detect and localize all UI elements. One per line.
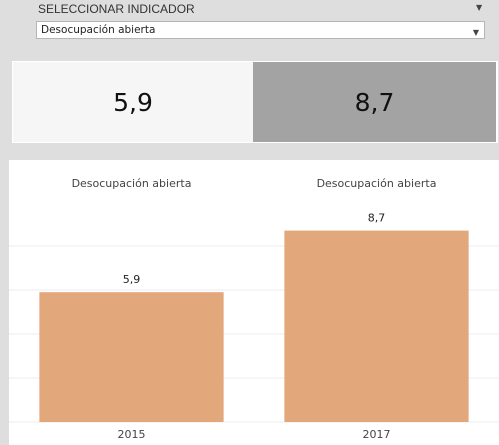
panel-title: Desocupación abierta: [317, 177, 437, 190]
x-tick-label: 2017: [363, 428, 391, 441]
filter-label: SELECCIONAR INDICADOR: [38, 2, 195, 16]
kpi-value: 5,9: [13, 62, 253, 142]
kpi-value: 8,7: [253, 62, 496, 142]
bar: [284, 230, 469, 422]
x-tick-label: 2015: [118, 428, 146, 441]
dropdown-value: Desocupación abierta: [41, 24, 156, 36]
value-label: 8,7: [368, 212, 386, 225]
value-label: 5,9: [123, 273, 141, 286]
filter-menu-arrow[interactable]: ▼: [476, 3, 483, 12]
bar: [39, 292, 224, 422]
filter-dropdown[interactable]: Desocupación abierta ▼: [36, 21, 485, 39]
panel-title: Desocupación abierta: [72, 177, 192, 190]
